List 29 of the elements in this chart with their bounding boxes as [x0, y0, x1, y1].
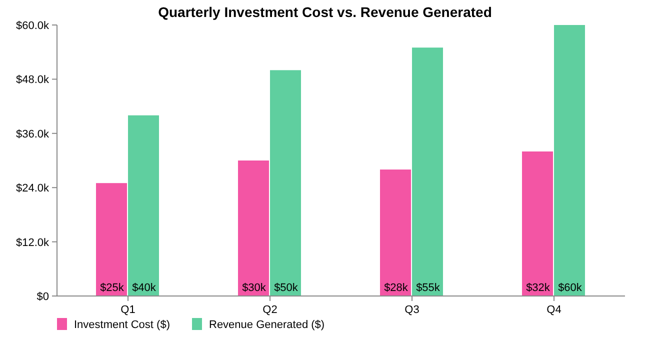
data-label: $50k	[274, 282, 298, 294]
bar	[522, 151, 553, 296]
data-label: $32k	[526, 282, 550, 294]
bar	[380, 170, 411, 296]
data-label: $25k	[100, 282, 124, 294]
y-tick-label: $24.0k	[16, 182, 50, 195]
x-tick-label: Q3	[404, 304, 420, 316]
bar	[238, 160, 269, 296]
data-label: $40k	[132, 282, 156, 294]
bar	[128, 115, 159, 296]
x-tick-label: Q2	[262, 304, 278, 316]
legend-label: Revenue Generated ($)	[209, 319, 325, 331]
bar	[554, 25, 585, 296]
data-label: $55k	[416, 282, 440, 294]
y-tick-label: $0	[36, 291, 49, 303]
bar	[412, 48, 443, 296]
x-tick-label: Q4	[546, 304, 562, 316]
data-label: $60k	[558, 282, 582, 294]
bar	[270, 70, 301, 296]
y-tick-label: $48.0k	[16, 74, 50, 86]
y-tick-label: $60.0k	[16, 20, 50, 32]
y-tick-label: $12.0k	[16, 236, 50, 249]
legend-label: Investment Cost ($)	[74, 319, 170, 331]
data-label: $28k	[384, 282, 408, 294]
y-tick-label: $36.0k	[16, 128, 50, 140]
bar	[96, 183, 127, 296]
chart-title: Quarterly Investment Cost vs. Revenue Generated	[158, 4, 492, 20]
data-label: $30k	[242, 282, 266, 294]
x-tick-label: Q1	[120, 304, 136, 316]
